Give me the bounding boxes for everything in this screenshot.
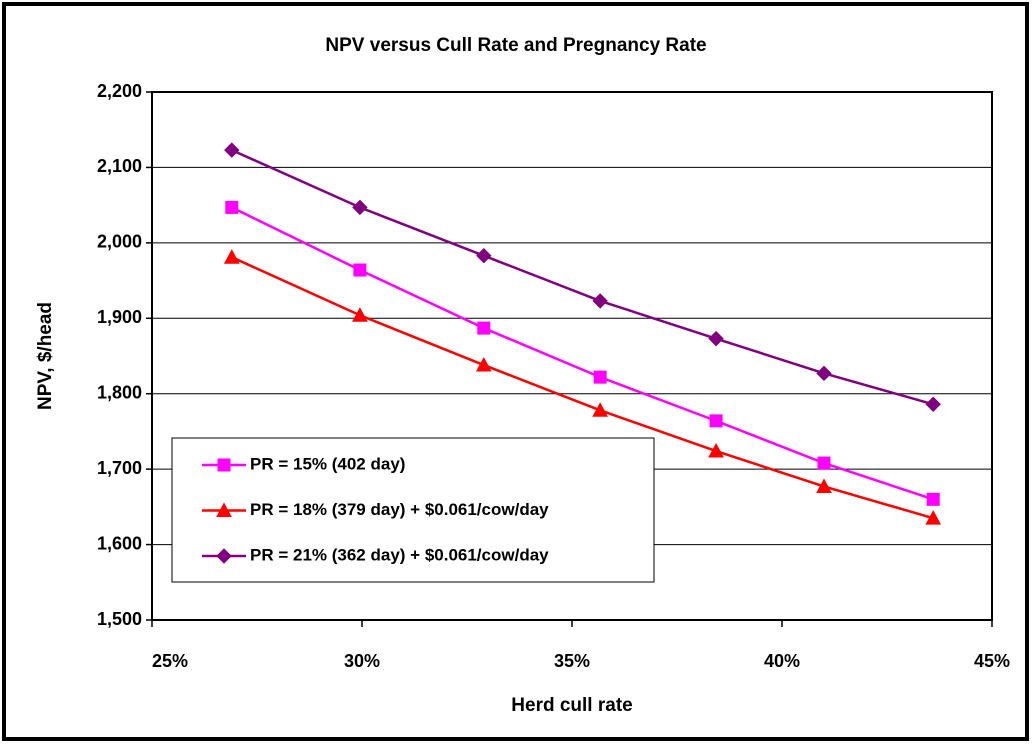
marker [476, 247, 492, 264]
y-tick-label: 1,500 [97, 609, 142, 629]
marker [217, 458, 231, 472]
marker [709, 414, 723, 428]
marker [352, 307, 368, 322]
marker [926, 492, 940, 506]
marker [592, 402, 608, 417]
marker [816, 478, 832, 493]
marker [477, 321, 491, 335]
marker [817, 456, 831, 470]
marker [708, 442, 724, 458]
marker [224, 142, 240, 158]
marker [223, 249, 240, 264]
legend-label: PR = 15% (402 day) [250, 454, 405, 473]
y-tick-label: 1,800 [97, 382, 142, 402]
legend-label: PR = 18% (379 day) + $0.061/cow/day [250, 500, 549, 519]
x-tick-label: 35% [554, 651, 590, 671]
y-tick-label: 2,200 [97, 81, 142, 101]
y-tick-label: 1,900 [97, 307, 142, 327]
x-tick-label: 25% [152, 651, 188, 671]
marker [216, 548, 232, 564]
x-tick-label: 30% [344, 651, 380, 671]
marker [708, 330, 724, 347]
x-tick-label: 40% [764, 651, 800, 671]
marker [925, 510, 942, 525]
marker [225, 200, 239, 214]
y-axis-label: NPV, $/head [35, 302, 56, 410]
marker [353, 263, 367, 277]
marker [925, 396, 941, 412]
marker [593, 370, 607, 384]
y-tick-label: 1,700 [97, 458, 142, 478]
marker [475, 356, 492, 372]
chart-title: NPV versus Cull Rate and Pregnancy Rate [325, 35, 706, 56]
plot-area [151, 91, 993, 621]
marker [592, 293, 608, 309]
legend-label: PR = 21% (362 day) + $0.061/cow/day [250, 545, 549, 564]
marker [816, 365, 832, 382]
y-tick-label: 1,600 [97, 533, 142, 553]
marker [216, 502, 232, 517]
legend: PR = 15% (402 day) PR = 18% (379 day) + $… [171, 437, 655, 583]
y-tick-label: 2,000 [97, 232, 142, 252]
x-tick-label: 45% [974, 651, 1010, 671]
legend-box [171, 437, 655, 583]
x-axis-label: Herd cull rate [511, 695, 632, 716]
marker [352, 199, 368, 216]
y-tick-label: 2,100 [97, 156, 142, 176]
